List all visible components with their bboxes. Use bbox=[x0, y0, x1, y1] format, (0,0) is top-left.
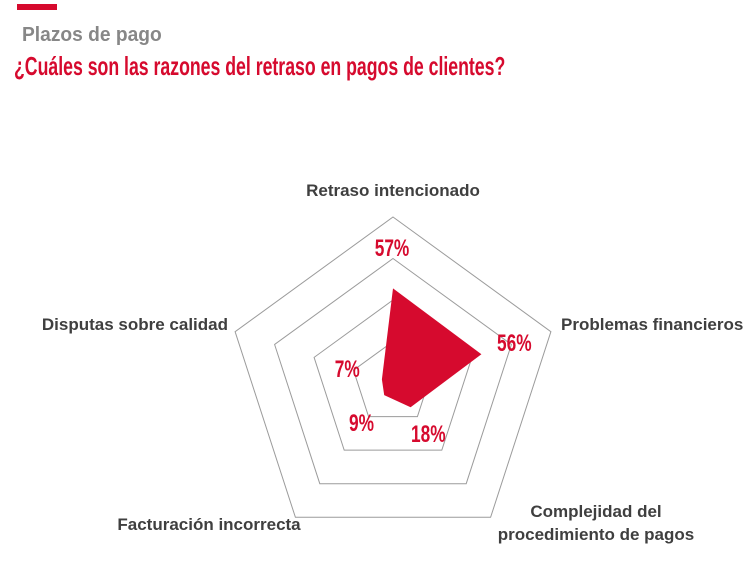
section-kicker: Plazos de pago bbox=[22, 24, 162, 46]
page-title: ¿Cuáles son las razones del retraso en p… bbox=[14, 51, 506, 81]
axis-label-disputas-sobre-calidad: Disputas sobre calidad bbox=[41, 315, 228, 334]
axis-label-retraso-intencionado: Retraso intencionado bbox=[306, 181, 480, 200]
radar-grid-ring bbox=[234, 216, 552, 518]
value-label-disputas: 7% bbox=[335, 356, 360, 383]
value-label-facturacion: 9% bbox=[349, 410, 374, 437]
value-label-retraso: 57% bbox=[374, 235, 410, 262]
radar-grid-ring bbox=[274, 257, 512, 485]
axis-label-complejidad-procedimiento: Complejidad del procedimiento de pagos bbox=[497, 502, 695, 544]
value-label-problemas: 56% bbox=[497, 330, 532, 357]
value-label-complejidad: 18% bbox=[411, 421, 446, 448]
axis-label-facturacion-incorrecta: Facturación incorrecta bbox=[117, 515, 301, 534]
axis-label-problemas-financieros: Problemas financieros bbox=[561, 315, 744, 334]
radar-data-polygon bbox=[381, 288, 482, 408]
red-accent-bar bbox=[17, 4, 57, 10]
